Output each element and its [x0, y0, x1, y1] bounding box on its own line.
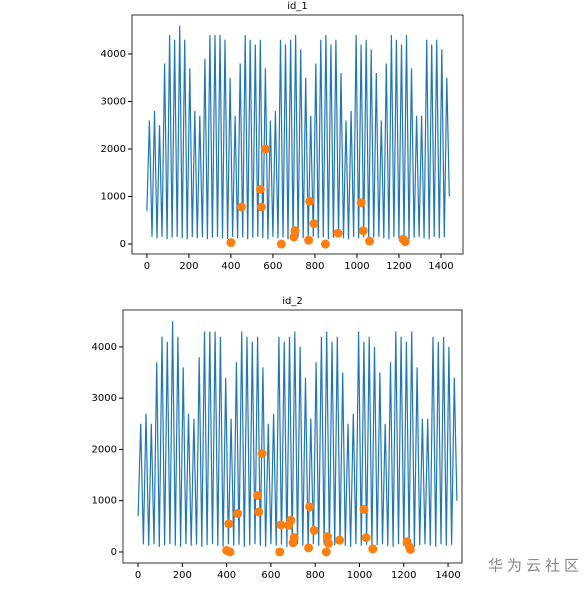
y-tick-label: 3000 [101, 96, 126, 107]
x-tick-label: 1400 [435, 570, 460, 581]
anomaly-point [289, 533, 299, 543]
anomaly-point [286, 515, 296, 525]
anomaly-point [226, 238, 236, 248]
anomaly-point [225, 547, 235, 557]
anomaly-point [254, 507, 264, 517]
x-tick-label: 0 [144, 261, 150, 272]
y-tick-label: 1000 [92, 496, 117, 507]
anomaly-point [255, 184, 265, 194]
anomaly-point [256, 202, 266, 212]
anomaly-point [322, 532, 332, 542]
anomaly-point [261, 144, 271, 154]
x-tick-label: 800 [306, 570, 325, 581]
anomaly-point [365, 236, 375, 246]
anomaly-point [275, 547, 285, 557]
x-tick-label: 1200 [386, 261, 411, 272]
anomaly-point [333, 228, 343, 238]
x-tick-label: 400 [221, 261, 240, 272]
y-tick-label: 0 [120, 239, 126, 250]
plot-frame [122, 309, 463, 564]
y-tick-label: 0 [111, 547, 117, 558]
x-tick-label: 400 [217, 570, 236, 581]
anomaly-point [361, 533, 371, 543]
anomaly-point [253, 491, 263, 501]
x-tick-label: 200 [179, 261, 198, 272]
watermark: 华为云社区 [488, 557, 583, 575]
anomaly-point [305, 196, 315, 206]
x-tick-label: 600 [263, 261, 282, 272]
x-tick-label: 1200 [391, 570, 416, 581]
data-line [146, 25, 450, 240]
anomaly-point [400, 237, 410, 247]
anomaly-point [276, 239, 286, 249]
anomaly-point [368, 544, 378, 554]
anomaly-point [359, 504, 369, 514]
anomaly-point [304, 543, 314, 553]
chart-title: id_2 [282, 296, 303, 307]
y-tick-label: 2000 [92, 444, 117, 455]
anomaly-point [309, 219, 319, 229]
y-tick-label: 3000 [92, 393, 117, 404]
x-tick-label: 0 [135, 570, 141, 581]
anomaly-point [335, 535, 345, 545]
y-tick-label: 4000 [101, 49, 126, 60]
anomaly-point [304, 235, 314, 245]
y-tick-label: 1000 [101, 192, 126, 203]
chart-title: id_1 [287, 1, 308, 12]
anomaly-point [290, 226, 300, 236]
anomaly-point [224, 519, 234, 529]
x-tick-label: 1000 [344, 261, 369, 272]
anomaly-point [309, 525, 319, 535]
anomaly-point [323, 538, 333, 548]
anomaly-point [236, 202, 246, 212]
y-tick-label: 2000 [101, 144, 126, 155]
plot-frame [131, 14, 464, 255]
y-tick-label: 4000 [92, 342, 117, 353]
x-tick-label: 800 [305, 261, 324, 272]
x-tick-label: 200 [173, 570, 192, 581]
x-tick-label: 1000 [347, 570, 372, 581]
anomaly-point [233, 509, 243, 519]
x-tick-label: 1400 [428, 261, 453, 272]
anomaly-point [321, 547, 331, 557]
anomaly-point [358, 226, 368, 236]
data-line [137, 321, 458, 547]
anomaly-point [305, 502, 315, 512]
anomaly-point [276, 520, 286, 530]
anomaly-point [356, 198, 366, 208]
anomaly-point [257, 449, 267, 459]
anomaly-point [405, 544, 415, 554]
anomaly-point [320, 239, 330, 249]
x-tick-label: 600 [261, 570, 280, 581]
